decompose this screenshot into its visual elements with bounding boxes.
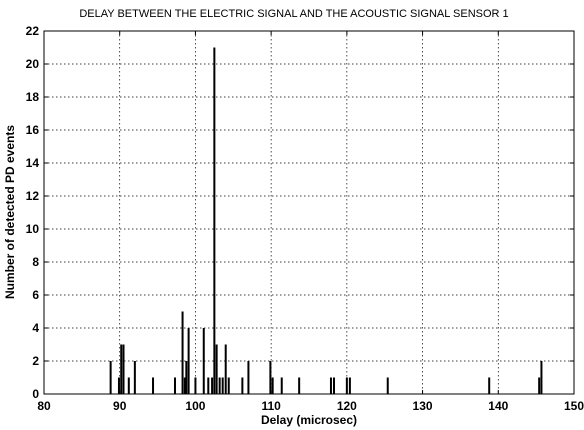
y-tick-label: 22 (26, 24, 40, 38)
histogram-bar (332, 377, 335, 394)
x-axis-ticks: 80 90 100 110 120 130 140 150 (37, 31, 584, 413)
histogram-bar (173, 377, 176, 394)
histogram-bar (117, 377, 120, 394)
histogram-bar (218, 377, 221, 394)
y-tick-label: 0 (32, 387, 39, 401)
histogram-bar (280, 377, 283, 394)
x-axis-label: Delay (microsec) (261, 413, 357, 427)
histogram-bar (187, 328, 190, 394)
x-tick-label: 110 (261, 399, 281, 413)
chart-title: DELAY BETWEEN THE ELECTRIC SIGNAL AND TH… (79, 8, 508, 20)
histogram-bar (181, 311, 184, 394)
histogram-bar (207, 377, 210, 394)
histogram-bar (211, 377, 214, 394)
x-tick-label: 140 (488, 399, 508, 413)
histogram-bar (215, 344, 218, 394)
histogram-bar (185, 361, 188, 394)
histogram-bar (109, 361, 112, 394)
y-tick-label: 12 (26, 189, 40, 203)
y-tick-label: 16 (26, 123, 40, 137)
y-tick-label: 20 (26, 57, 40, 71)
histogram-bar (348, 377, 351, 394)
x-tick-label: 100 (185, 399, 205, 413)
histogram-bar (152, 377, 155, 394)
y-tick-label: 10 (26, 222, 40, 236)
histogram-bar (386, 377, 389, 394)
histogram-bar (540, 361, 543, 394)
y-tick-label: 4 (32, 321, 39, 335)
histogram-bar (213, 47, 216, 394)
histogram-bar (122, 344, 125, 394)
y-tick-label: 8 (32, 255, 39, 269)
histogram-bar (269, 361, 272, 394)
histogram-bar (271, 377, 274, 394)
plot-frame (43, 30, 575, 395)
x-tick-label: 130 (413, 399, 433, 413)
histogram-bar (227, 377, 230, 394)
grid (44, 31, 574, 394)
y-tick-label: 2 (32, 354, 39, 368)
histogram-bar (247, 361, 250, 394)
histogram-bar (127, 377, 130, 394)
y-axis-label: Number of detected PD events (3, 125, 17, 299)
y-axis-ticks: 0 2 4 6 8 10 12 14 16 18 20 22 (26, 24, 574, 401)
x-tick-label: 150 (564, 399, 584, 413)
histogram-bar (183, 377, 186, 394)
x-tick-label: 80 (37, 399, 51, 413)
histogram-bar (488, 377, 491, 394)
histogram-bar (241, 377, 244, 394)
bars (109, 47, 543, 394)
histogram-bar (329, 377, 332, 394)
histogram-bar (202, 328, 205, 394)
histogram-bar (221, 377, 224, 394)
histogram-bar (224, 344, 227, 394)
histogram-bar (538, 377, 541, 394)
y-tick-label: 6 (32, 288, 39, 302)
histogram-bar (120, 344, 123, 394)
histogram-bar (345, 377, 348, 394)
histogram-bar (194, 377, 197, 394)
y-tick-label: 14 (26, 156, 40, 170)
x-tick-label: 120 (337, 399, 357, 413)
y-tick-label: 18 (26, 90, 40, 104)
histogram-bar (298, 377, 301, 394)
histogram-bar (133, 361, 136, 394)
x-tick-label: 90 (113, 399, 127, 413)
